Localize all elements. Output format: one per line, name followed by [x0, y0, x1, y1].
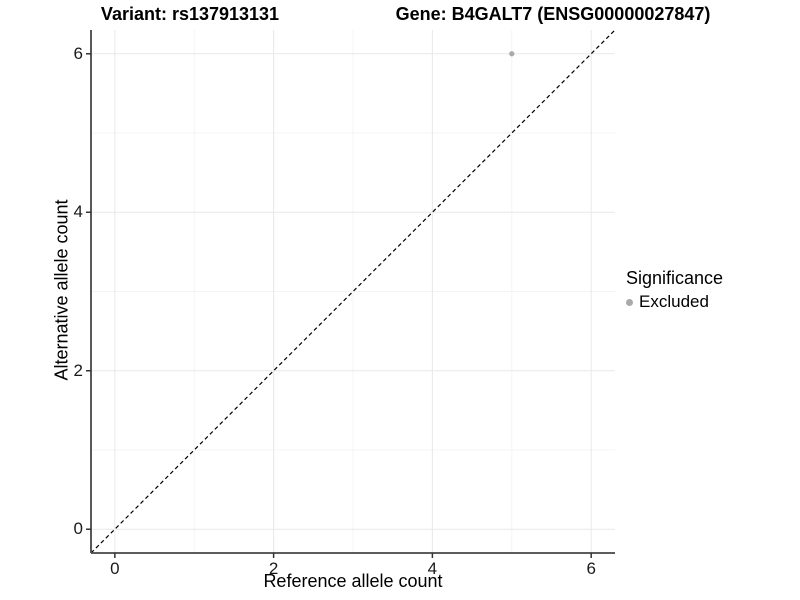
y-axis-title: Alternative allele count	[51, 199, 72, 381]
variant-title: Variant: rs137913131	[100, 4, 280, 24]
legend-item-label: Excluded	[639, 292, 709, 311]
x-tick-label: 2	[268, 559, 279, 578]
y-tick-label: 0	[73, 519, 83, 539]
y-tick-label: 4	[73, 202, 83, 222]
excluded-point-icon	[626, 298, 633, 306]
legend-item-excluded: Excluded	[626, 292, 723, 312]
x-tick-label: 0	[110, 559, 120, 578]
y-tick-label: 6	[73, 43, 83, 63]
identity-reference-line	[90, 29, 616, 554]
legend: Significance Excluded	[626, 268, 723, 312]
x-tick-label: 6	[586, 559, 596, 578]
x-tick-label: 4	[427, 559, 438, 578]
legend-title: Significance	[626, 268, 724, 288]
gene-title: Gene: B4GALT7 (ENSG00000027847)	[395, 4, 711, 24]
data-point	[509, 51, 515, 57]
x-axis-title: Reference allele count	[263, 571, 443, 591]
y-tick-label: 2	[73, 360, 83, 380]
